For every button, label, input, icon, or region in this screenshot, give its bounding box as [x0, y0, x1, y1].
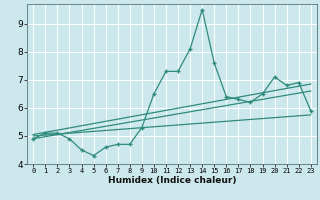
X-axis label: Humidex (Indice chaleur): Humidex (Indice chaleur) — [108, 176, 236, 185]
